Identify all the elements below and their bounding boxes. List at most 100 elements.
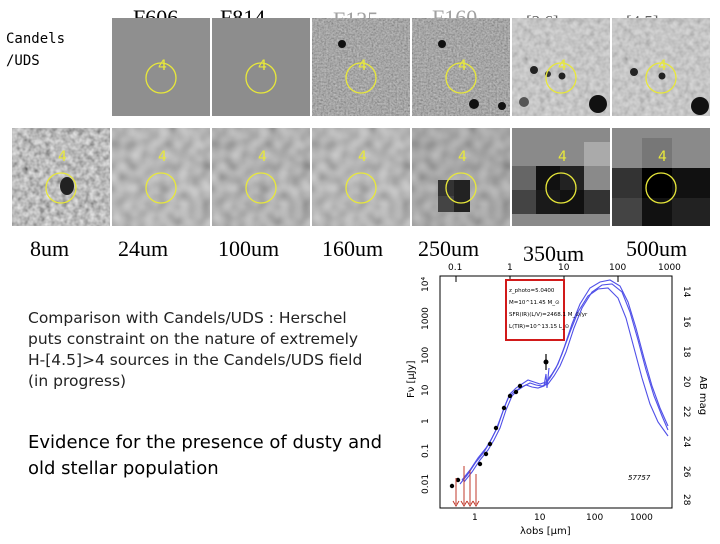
band-label-24um: 24um [118,236,169,261]
cutout-8um: 4 [12,128,110,226]
sed-data-point [483,451,489,457]
source-aperture-circle [645,62,677,94]
source-label: 4 [458,149,467,165]
sed-data-point [501,405,507,411]
upper-limit-arrow [460,466,468,507]
cutout-irac2: 4 [612,18,710,116]
source-aperture-circle [45,172,77,204]
cutout-250um: 4 [412,128,510,226]
cutout-350um: 4 [512,128,610,226]
sed-data-points [449,354,549,489]
right-tick-label: 28 [681,494,691,506]
top-tick-label: 1 [507,263,513,273]
bottom-tick-label: 1000 [630,513,653,523]
cutout-f814: 4 [212,18,310,116]
top-tick-label: 1000 [658,263,681,273]
top-tick-label: 100 [609,263,626,273]
source-label: 4 [658,149,667,165]
legend-line: M=10^11.45 M_⊙ [509,300,560,306]
left-axis-title: Fν [μJy] [406,360,417,398]
upper-limit-arrow [466,470,474,507]
source-id-label: 57757 [628,474,651,482]
cutout-100um: 4 [212,128,310,226]
left-tick-label: 10⁴ [421,277,431,292]
survey-line2: /UDS [6,53,40,69]
band-label-250um: 250um [418,236,480,261]
source-aperture-circle [645,172,677,204]
sed-data-point [513,389,519,395]
bottom-tick-label: 1 [472,513,478,523]
sed-data-point [487,441,493,447]
source-label: 4 [258,58,267,74]
right-axis-title: AB mag [697,376,708,415]
survey-label: Candels /UDS [6,28,65,72]
sed-plot: 0.1 1 10 100 1000 10⁴ 1000 100 10 1 0.1 … [400,258,716,540]
source-label: 4 [358,58,367,74]
band-label-350um: 350um [523,241,585,266]
source-label: 4 [158,58,167,74]
right-tick-label: 26 [681,466,691,478]
right-tick-label: 14 [681,286,691,298]
band-label-8um: 8um [30,236,70,261]
sed-model-line [459,287,669,485]
right-tick-label: 18 [681,346,691,358]
conclusion-paragraph: Evidence for the presence of dusty and o… [28,432,382,479]
right-tick-label: 16 [681,316,691,328]
top-tick-label: 0.1 [448,263,462,273]
source-label: 4 [458,58,467,74]
left-tick-label: 100 [421,347,431,364]
left-tick-label: 0.1 [421,444,431,458]
cutout-500um: 4 [612,128,710,226]
cutout-24um: 4 [112,128,210,226]
source-aperture-circle [145,172,177,204]
source-label: 4 [158,149,167,165]
source-label: 4 [358,149,367,165]
source-label: 4 [258,149,267,165]
sed-model-line [543,367,550,389]
right-tick-label: 24 [681,436,691,448]
upper-limit-arrow [472,474,480,507]
sed-data-point [477,461,483,467]
source-aperture-circle [345,172,377,204]
sed-data-point [455,477,461,483]
band-label-100um: 100um [218,236,280,261]
source-aperture-circle [145,62,177,94]
source-label: 4 [58,149,67,165]
sed-data-point [449,483,455,489]
bottom-tick-label: 100 [586,513,603,523]
legend-line: SFR(IR)(L/V)=2468.1 M_⊙/yr [509,312,588,318]
sed-upper-limits [452,466,480,507]
upper-limit-arrow [452,478,460,507]
sed-data-point [517,383,523,389]
top-tick-label: 10 [558,263,570,273]
source-label: 4 [558,58,567,74]
bottom-axis-title: λobs [μm] [520,526,571,537]
sed-legend: z_photo=5.0400 M=10^11.45 M_⊙ SFR(IR)(L/… [509,288,588,330]
left-tick-label: 1000 [421,307,431,330]
sed-model-line [463,283,669,483]
left-tick-label: 1 [421,418,431,424]
sed-legend-box [505,279,565,341]
cutout-160um: 4 [312,128,410,226]
source-aperture-circle [445,62,477,94]
legend-line: L(TIR)=10^13.15 L_⊙ [509,324,569,330]
sed-data-point [493,425,499,431]
cutout-irac1: 4 [512,18,610,116]
left-axis: 10⁴ 1000 100 10 1 0.1 0.01 Fν [μJy] [406,277,431,494]
source-aperture-circle [545,172,577,204]
description-paragraph: Comparison with Candels/UDS : Herschel p… [28,309,363,390]
survey-line1: Candels [6,31,66,47]
band-label-500um: 500um [626,236,688,261]
sed-data-point [507,393,513,399]
left-tick-label: 10 [421,384,431,396]
source-label: 4 [658,58,667,74]
source-aperture-circle [245,172,277,204]
cutout-f606: 4 [112,18,210,116]
left-tick-label: 0.01 [421,474,431,494]
source-label: 4 [558,149,567,165]
right-tick-label: 20 [681,376,691,388]
band-label-160um: 160um [322,236,384,261]
right-tick-label: 22 [681,406,691,417]
source-aperture-circle [445,172,477,204]
bottom-tick-label: 10 [534,513,546,523]
